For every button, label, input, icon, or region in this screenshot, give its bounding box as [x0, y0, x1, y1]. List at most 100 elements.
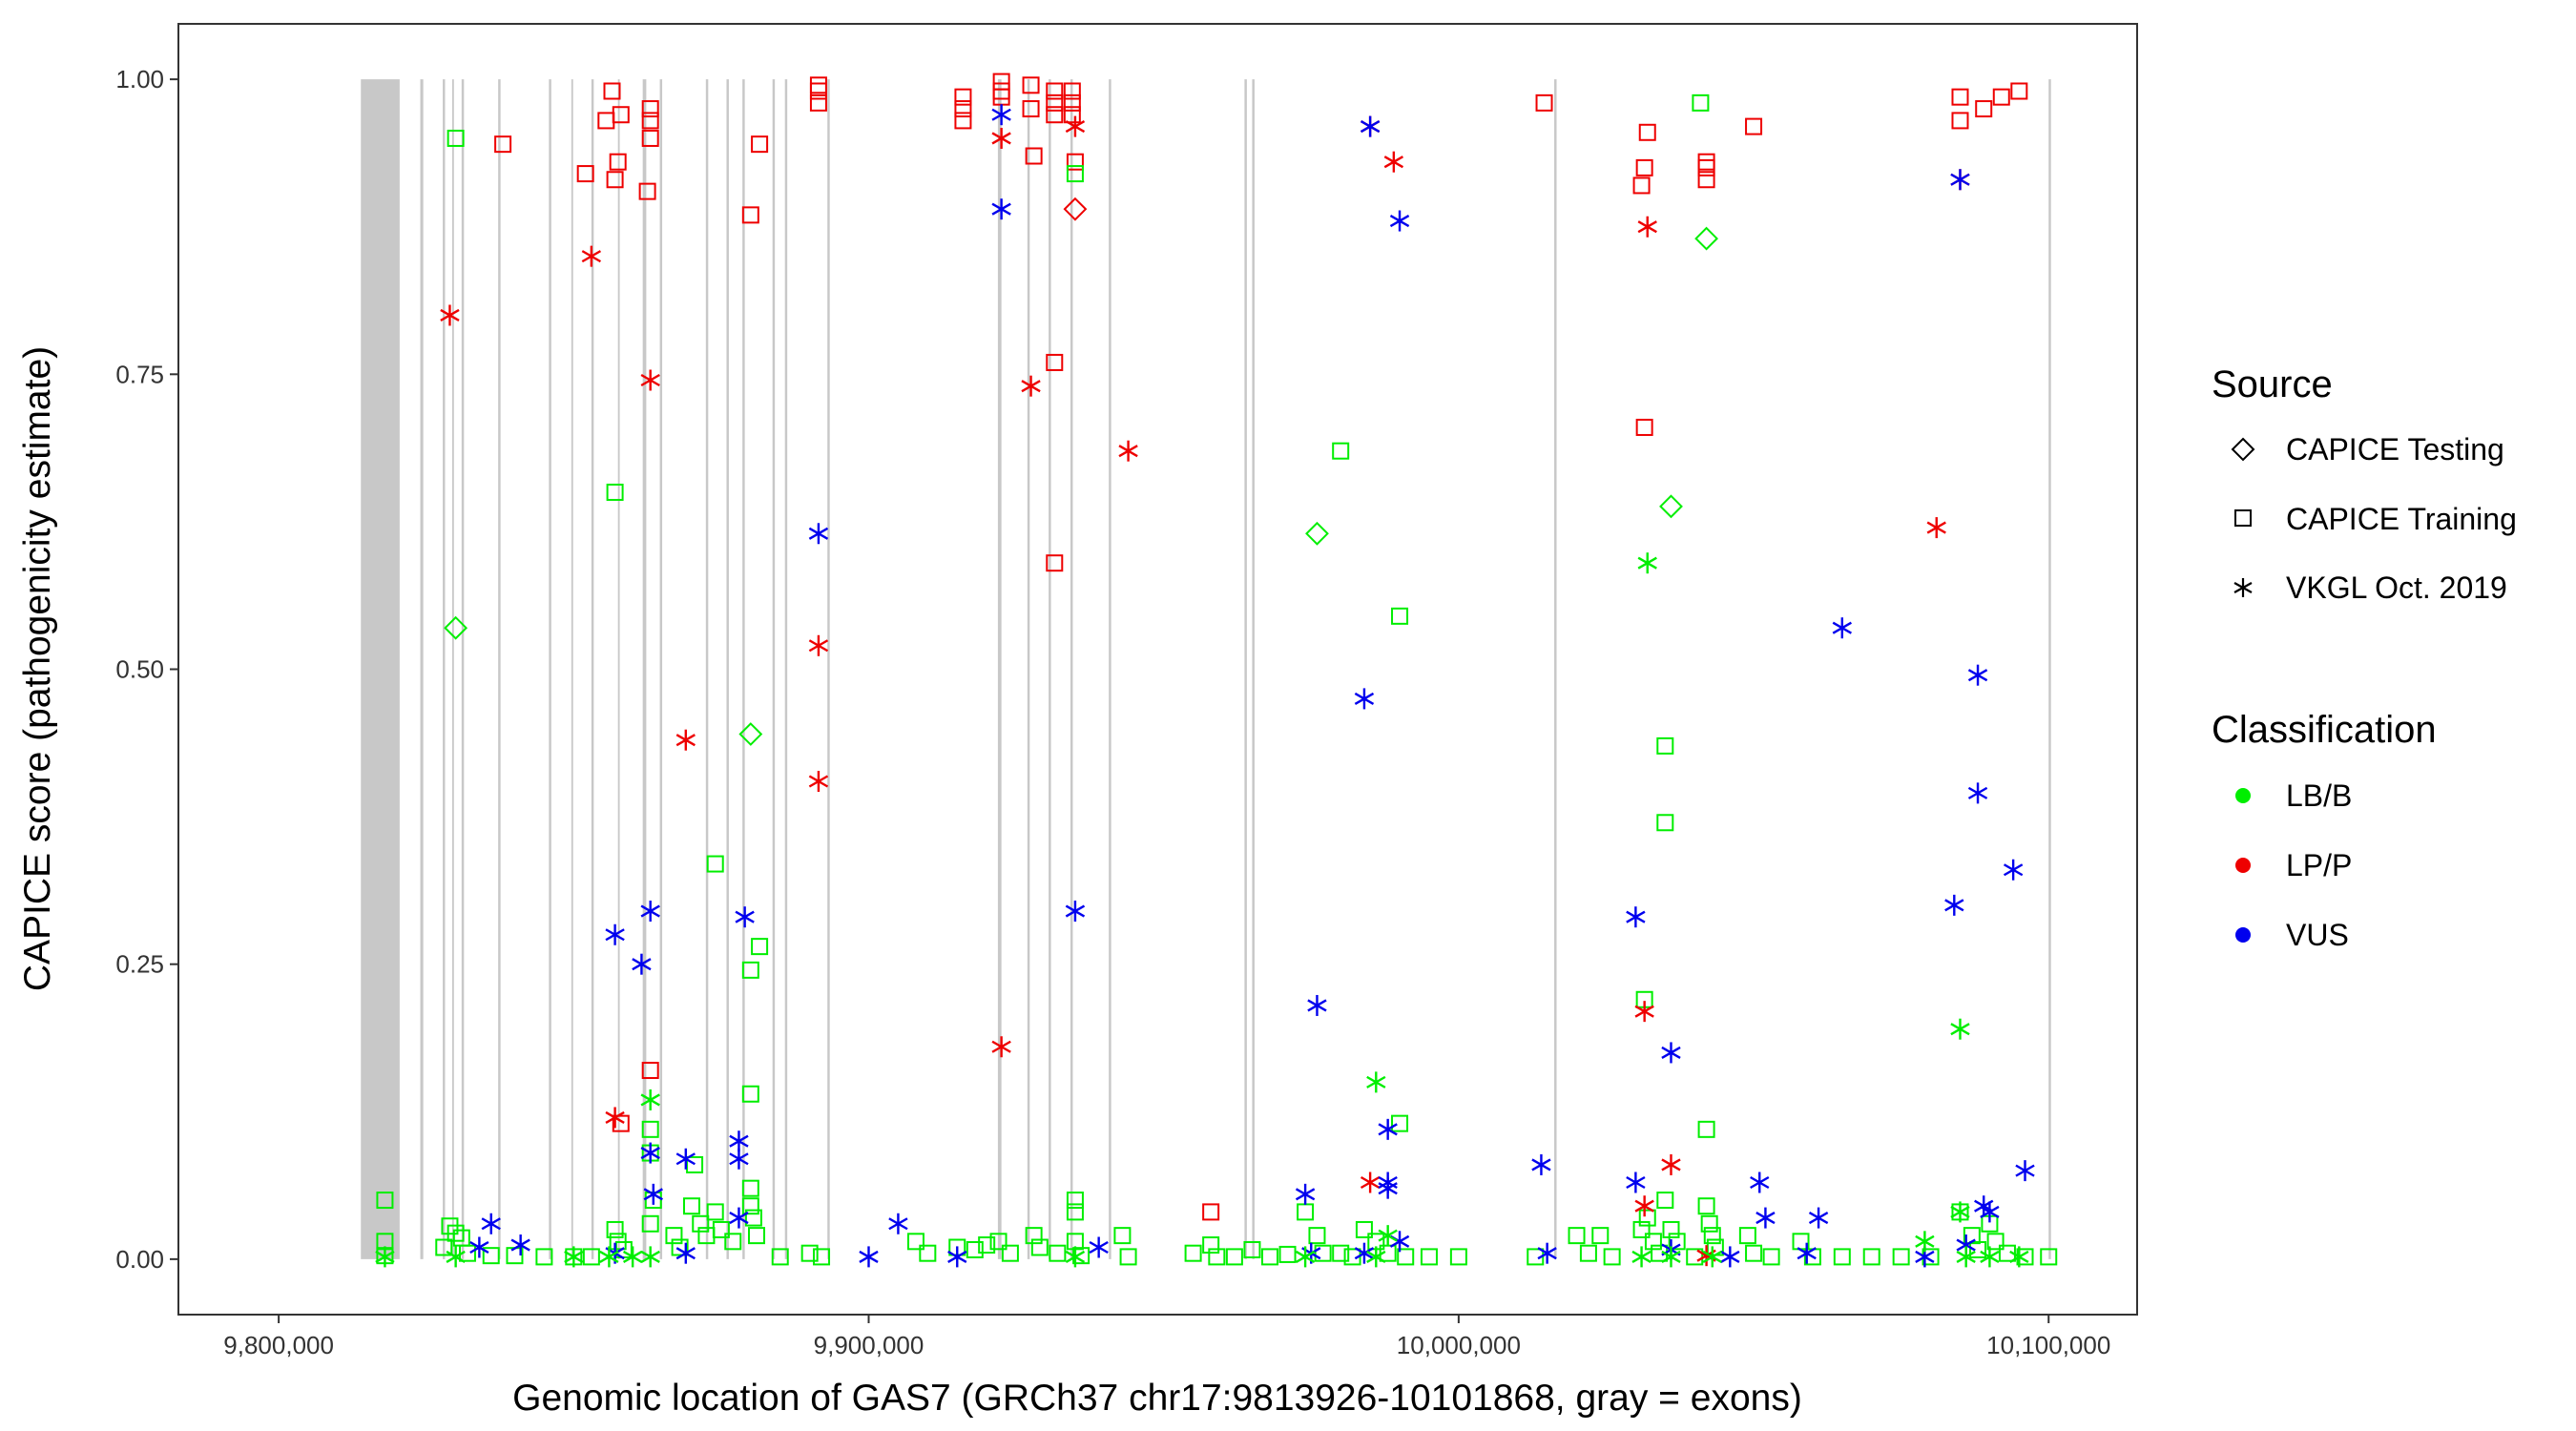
square-point: [1668, 1233, 1686, 1251]
square-point: [1638, 123, 1656, 141]
asterisk-point: [1065, 1246, 1086, 1268]
square-point: [1001, 1244, 1019, 1262]
square-point: [692, 1214, 710, 1233]
square-point: [1119, 1248, 1137, 1266]
asterisk-point: [1378, 1177, 1398, 1199]
legend-source-training: CAPICE Training: [2234, 502, 2517, 536]
legend-class-vus: VUS: [2235, 918, 2349, 952]
legend-class-vus-label: VUS: [2286, 918, 2349, 952]
diamond-point: [738, 722, 763, 746]
square-point: [447, 129, 465, 147]
square-point: [1635, 158, 1653, 176]
square-point: [435, 1238, 453, 1256]
exon-band: [642, 79, 647, 1259]
legend-source-vkgl-label: VKGL Oct. 2019: [2286, 570, 2507, 605]
square-point: [606, 171, 624, 189]
square-point: [1391, 607, 1409, 625]
square-point: [1591, 1227, 1610, 1245]
square-point: [1644, 1233, 1662, 1251]
asterisk-point: [1750, 1172, 1770, 1193]
asterisk-point: [1065, 115, 1086, 137]
exon-band: [772, 79, 776, 1259]
square-point: [771, 1248, 789, 1266]
asterisk-point: [859, 1246, 879, 1268]
asterisk-point: [2009, 1246, 2029, 1268]
asterisk-point: [1354, 688, 1375, 710]
exon-band: [1244, 79, 1247, 1259]
asterisk-point: [675, 1242, 696, 1264]
square-point: [1063, 93, 1081, 112]
square-icon: [2234, 509, 2252, 527]
square-point: [1391, 1114, 1409, 1132]
asterisk-point: [991, 198, 1011, 220]
asterisk-point: [1926, 517, 1946, 539]
x-tick-label: 10,000,000: [1397, 1331, 1521, 1359]
asterisk-point: [1295, 1246, 1316, 1268]
asterisk-point: [1118, 440, 1138, 462]
square-point: [1692, 93, 1710, 112]
exon-bands: [361, 79, 2051, 1259]
lpp-dot-icon: [2235, 858, 2251, 873]
square-point: [1697, 158, 1715, 176]
asterisk-icon: [2233, 578, 2253, 597]
square-point: [1332, 442, 1350, 460]
asterisk-point: [640, 1089, 660, 1110]
asterisk-point: [640, 1246, 660, 1268]
square-point: [741, 1179, 759, 1197]
asterisk-point: [1378, 1225, 1398, 1247]
square-point: [748, 1227, 766, 1245]
y-tick-label: 0.75: [115, 360, 164, 388]
square-point: [612, 106, 630, 124]
legend-class-title: Classification: [2212, 709, 2437, 751]
square-point: [447, 1224, 465, 1242]
square-point: [1449, 1248, 1467, 1266]
square-point: [1314, 1244, 1332, 1262]
square-point: [741, 1197, 759, 1215]
diamond-point: [1063, 197, 1088, 221]
square-point: [1046, 554, 1064, 572]
asterisk-point: [1366, 1246, 1386, 1268]
asterisk-point: [1089, 1236, 1109, 1258]
asterisk-point: [643, 1183, 663, 1205]
square-point: [741, 206, 759, 224]
square-point: [612, 1114, 630, 1132]
exon-band: [420, 79, 424, 1259]
square-point: [1833, 1248, 1851, 1266]
diamond-point: [1694, 226, 1719, 251]
square-point: [1738, 1227, 1756, 1245]
asterisk-point: [1631, 1246, 1652, 1268]
square-point: [1656, 814, 1674, 832]
asterisk-point: [729, 1130, 749, 1152]
square-point: [535, 1248, 553, 1266]
asterisk-point: [1950, 169, 1970, 191]
square-point: [954, 88, 972, 106]
exon-band: [1109, 79, 1111, 1259]
asterisk-point: [1360, 1172, 1381, 1193]
asterisk-point: [599, 1246, 619, 1268]
plot-background: [178, 24, 2137, 1315]
square-point: [1762, 1248, 1780, 1266]
exon-band: [742, 79, 745, 1259]
y-axis: 0.00 0.25 0.50 0.75 1.00: [115, 65, 178, 1274]
legend-class-lpp-label: LP/P: [2286, 848, 2352, 882]
square-point: [1046, 106, 1064, 124]
square-point: [603, 82, 621, 100]
y-tick-label: 1.00: [115, 65, 164, 93]
asterisk-point: [481, 1213, 501, 1234]
asterisk-point: [729, 1148, 749, 1170]
asterisk-point: [1389, 210, 1410, 232]
square-point: [1066, 1192, 1084, 1210]
square-point: [1066, 165, 1084, 183]
asterisk-point: [1950, 1018, 1970, 1040]
x-axis: 9,800,000 9,900,000 10,000,000 10,100,000: [223, 1315, 2110, 1359]
asterisk-point: [991, 1036, 1011, 1058]
asterisk-point: [605, 1107, 625, 1129]
square-point: [686, 1155, 704, 1173]
square-point: [1969, 1240, 1987, 1258]
square-point: [641, 1214, 659, 1233]
asterisk-point: [1354, 1242, 1375, 1264]
square-point: [609, 153, 627, 171]
exon-band: [726, 79, 729, 1259]
square-point: [1697, 1197, 1715, 1215]
asterisk-point: [605, 923, 625, 945]
